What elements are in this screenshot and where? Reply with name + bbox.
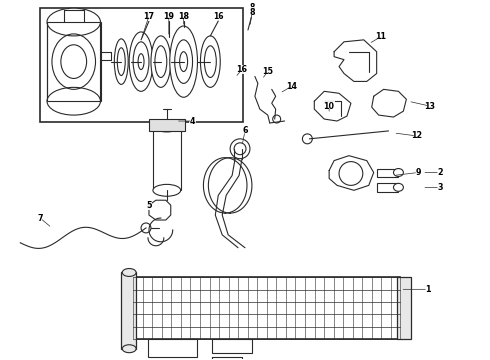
Text: 14: 14: [286, 82, 297, 91]
Text: 16: 16: [237, 65, 247, 74]
Ellipse shape: [153, 184, 181, 196]
Text: 15: 15: [262, 67, 273, 76]
Text: 1: 1: [425, 285, 431, 294]
Text: 18: 18: [178, 12, 189, 21]
Text: 17: 17: [144, 12, 154, 21]
Text: 16: 16: [213, 12, 223, 21]
Ellipse shape: [153, 120, 181, 132]
Text: 19: 19: [163, 12, 174, 21]
Text: 12: 12: [411, 131, 422, 140]
Bar: [212, 339, 252, 353]
Bar: [377, 183, 398, 192]
Text: 3: 3: [437, 183, 443, 192]
Ellipse shape: [47, 8, 100, 36]
Text: 19: 19: [164, 12, 174, 21]
Text: 10: 10: [324, 102, 335, 111]
Text: 11: 11: [375, 32, 386, 41]
Bar: [153, 126, 181, 190]
Ellipse shape: [230, 139, 250, 159]
Ellipse shape: [302, 134, 312, 144]
Bar: [133, 278, 400, 339]
Ellipse shape: [170, 26, 197, 97]
Ellipse shape: [339, 162, 363, 185]
Bar: [149, 119, 185, 131]
Ellipse shape: [151, 36, 171, 87]
Text: 8: 8: [249, 3, 255, 12]
Ellipse shape: [393, 183, 403, 191]
Text: 5: 5: [146, 201, 152, 210]
Text: 17: 17: [144, 12, 154, 21]
Bar: [377, 168, 398, 177]
Text: 8: 8: [249, 8, 255, 17]
Bar: [148, 339, 197, 357]
Text: 13: 13: [425, 102, 436, 111]
Ellipse shape: [122, 269, 136, 276]
Ellipse shape: [234, 143, 246, 155]
Text: 9: 9: [416, 168, 421, 177]
Bar: [121, 273, 136, 349]
Ellipse shape: [393, 168, 403, 176]
Text: 7: 7: [37, 213, 43, 222]
Ellipse shape: [273, 115, 281, 123]
Text: 2: 2: [437, 168, 443, 177]
Ellipse shape: [122, 345, 136, 353]
Bar: [47, 22, 101, 101]
Text: 18: 18: [178, 12, 189, 21]
Bar: [397, 278, 411, 339]
Bar: [40, 8, 243, 122]
Ellipse shape: [141, 223, 151, 233]
Text: 6: 6: [242, 126, 248, 135]
Ellipse shape: [129, 32, 153, 91]
Text: 4: 4: [190, 117, 196, 126]
Ellipse shape: [114, 39, 128, 84]
Ellipse shape: [47, 87, 100, 115]
Ellipse shape: [200, 36, 220, 87]
